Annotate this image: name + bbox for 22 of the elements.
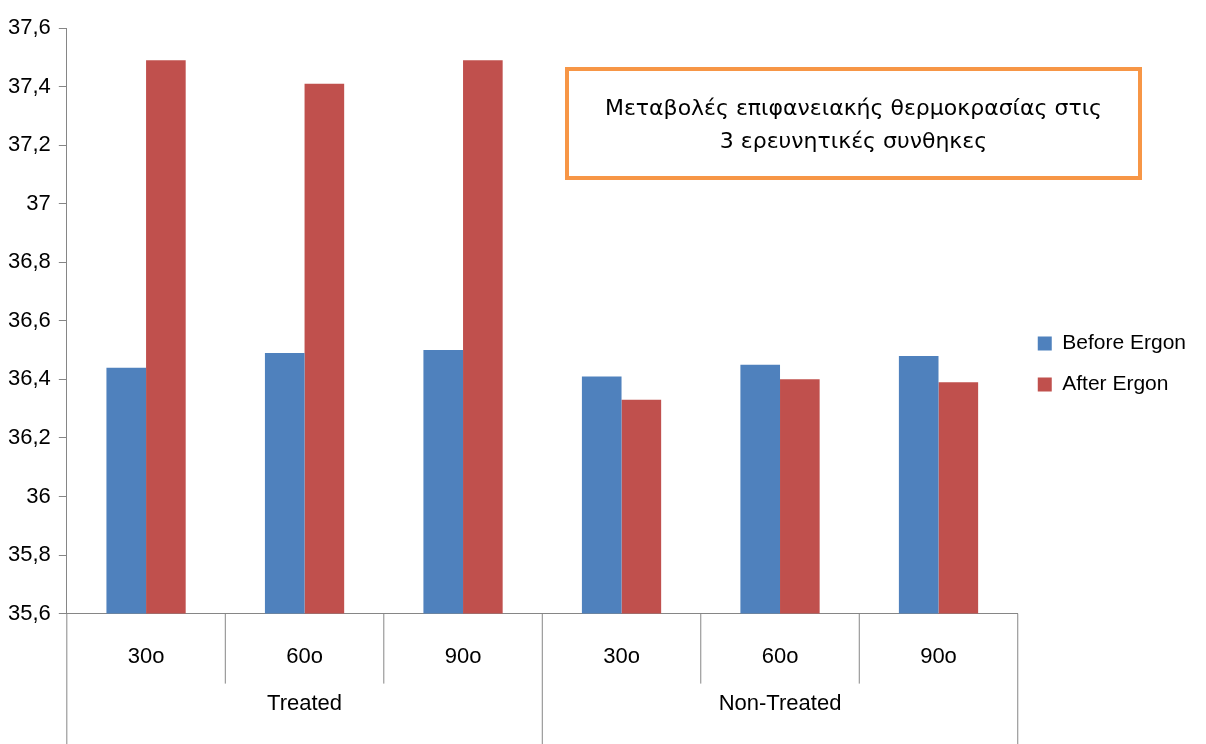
y-tick-label: 37,6	[7, 14, 51, 40]
y-tick-label: 37,4	[7, 72, 51, 98]
legend-label: After Ergon	[1062, 371, 1169, 395]
y-tick-label: 37	[26, 189, 51, 215]
y-tick-label: 36	[26, 482, 51, 508]
text: Treated	[267, 689, 343, 715]
x-tick-label: 60o	[286, 642, 323, 668]
x-tick-label: 30o	[127, 642, 165, 668]
y-tick-label: 36,6	[7, 306, 51, 332]
legend-label: Before Ergon	[1062, 330, 1187, 354]
x-tick-label: 90o	[920, 642, 957, 668]
text: Μεταβολές επιφανειακής θερμοκρασίας στις 3 ερευνητικές συνθηκες	[565, 67, 1142, 180]
y-tick-label: 35,6	[7, 599, 51, 625]
x-tick-label: 30o	[603, 642, 640, 668]
y-tick-label: 37,2	[7, 131, 51, 157]
y-tick-label: 36,4	[7, 365, 51, 391]
text: Non-Treated	[718, 689, 842, 715]
x-tick-label: 90o	[444, 642, 482, 668]
x-tick-label: 60o	[761, 642, 799, 668]
y-tick-label: 36,8	[7, 248, 51, 274]
y-tick-label: 35,8	[7, 541, 51, 567]
y-tick-label: 36,2	[7, 423, 51, 449]
